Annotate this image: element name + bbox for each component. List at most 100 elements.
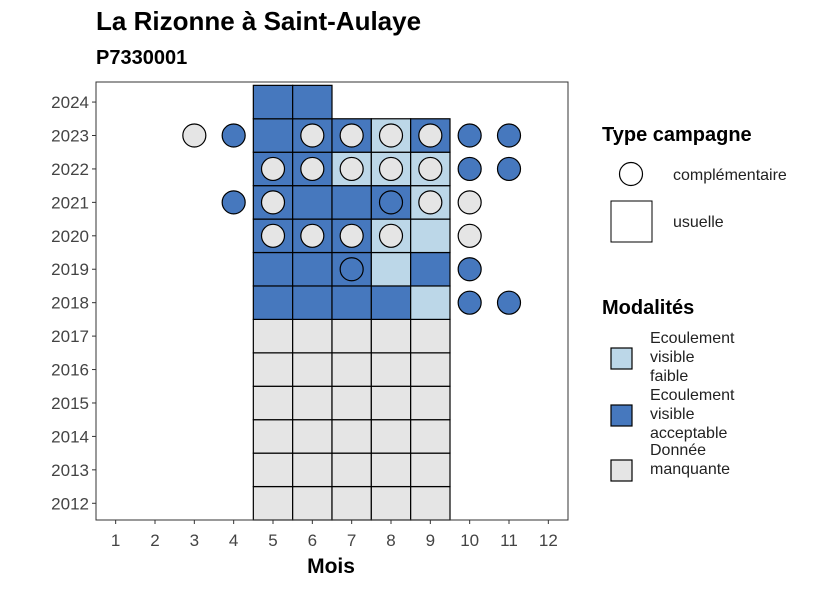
point-complementaire-2023-3 xyxy=(182,123,207,148)
point-complementaire-2023-7 xyxy=(339,123,364,148)
plot-tiles xyxy=(252,84,451,521)
legend-type-title: Type campagne xyxy=(602,124,752,146)
tile-usuelle-2017-8 xyxy=(370,318,412,354)
tile-usuelle-2016-9 xyxy=(410,352,451,387)
tile-usuelle-2017-7 xyxy=(331,318,372,354)
legend-modalites-title: Modalités xyxy=(602,297,694,319)
x-tick-label: 3 xyxy=(190,531,199,550)
point-complementaire-2018-10 xyxy=(457,290,482,315)
tile-usuelle-2015-5 xyxy=(252,385,294,421)
tile-usuelle-2024-5 xyxy=(252,84,294,120)
legend-type-usuelle: usuelle xyxy=(673,214,724,231)
tile-usuelle-2014-8 xyxy=(370,419,412,454)
tile-usuelle-2023-5 xyxy=(252,118,294,153)
point-complementaire-2020-5 xyxy=(260,223,286,248)
tile-usuelle-2016-7 xyxy=(331,352,372,387)
x-tick-label: 9 xyxy=(426,531,435,550)
point-complementaire-2021-5 xyxy=(260,190,286,215)
y-axis: 2012 2013 2014 2015 2016 2017 2018 2019 2020 2021… xyxy=(51,93,96,513)
point-complementaire-2018-11 xyxy=(496,290,522,315)
y-tick-label: 2016 xyxy=(51,361,89,380)
point-complementaire-2023-9 xyxy=(418,123,443,148)
point-complementaire-2019-10 xyxy=(457,257,482,282)
y-tick-label: 2018 xyxy=(51,294,89,313)
tile-usuelle-2018-7 xyxy=(331,285,372,320)
y-tick-label: 2023 xyxy=(51,126,89,145)
tile-usuelle-2019-8 xyxy=(370,251,412,287)
tile-usuelle-2016-6 xyxy=(292,352,333,387)
point-complementaire-2022-10 xyxy=(457,156,482,182)
x-tick-label: 1 xyxy=(111,531,120,550)
tile-usuelle-2018-8 xyxy=(370,285,412,320)
x-tick-label: 11 xyxy=(500,531,518,550)
tile-usuelle-2015-8 xyxy=(370,385,412,421)
x-tick-label: 8 xyxy=(386,531,395,550)
point-complementaire-2020-10 xyxy=(457,223,482,248)
tile-usuelle-2018-5 xyxy=(252,285,294,320)
point-complementaire-2022-7 xyxy=(339,156,364,182)
legend-type-complementaire: complémentaire xyxy=(673,167,787,184)
tile-usuelle-2012-6 xyxy=(292,485,333,521)
tile-usuelle-2016-5 xyxy=(252,352,294,387)
x-tick-label: 4 xyxy=(229,531,238,550)
point-complementaire-2022-6 xyxy=(300,156,325,182)
tile-usuelle-2024-6 xyxy=(292,84,333,120)
point-complementaire-2023-8 xyxy=(378,123,404,148)
x-tick-label: 10 xyxy=(460,531,479,550)
x-axis: 1 2 3 4 5 6 7 8 9 10 11 12 xyxy=(111,520,558,550)
tile-usuelle-2020-9 xyxy=(410,218,451,254)
y-tick-label: 2013 xyxy=(51,461,89,480)
tile-usuelle-2012-9 xyxy=(410,485,451,521)
y-tick-label: 2024 xyxy=(51,93,89,112)
y-tick-label: 2022 xyxy=(51,160,89,179)
tile-usuelle-2019-6 xyxy=(292,251,333,287)
x-tick-label: 5 xyxy=(268,531,277,550)
y-tick-label: 2012 xyxy=(51,494,89,513)
x-axis-title: Mois xyxy=(307,555,355,578)
tile-usuelle-2018-6 xyxy=(292,285,333,320)
x-tick-label: 7 xyxy=(347,531,356,550)
tile-usuelle-2013-7 xyxy=(331,452,372,488)
tile-usuelle-2012-7 xyxy=(331,485,372,521)
legend-manquante-key xyxy=(610,459,633,482)
tile-usuelle-2012-8 xyxy=(370,485,412,521)
x-tick-label: 2 xyxy=(150,531,159,550)
point-complementaire-2020-7 xyxy=(339,223,364,248)
point-complementaire-2022-5 xyxy=(260,156,286,182)
point-complementaire-2021-8 xyxy=(378,190,404,215)
chart-subtitle: P7330001 xyxy=(96,47,187,69)
plot-panel-border xyxy=(95,81,569,521)
y-tick-label: 2017 xyxy=(51,327,89,346)
legend-faible-key xyxy=(610,347,633,370)
y-tick-label: 2019 xyxy=(51,260,89,279)
tile-usuelle-2021-6 xyxy=(292,185,333,220)
chart-title: La Rizonne à Saint-Aulaye xyxy=(96,6,421,36)
plot-points xyxy=(182,123,522,315)
tile-usuelle-2013-9 xyxy=(410,452,451,488)
legend-faible-label: Ecoulement visible faible xyxy=(650,330,735,385)
tile-usuelle-2019-9 xyxy=(410,251,451,287)
tile-usuelle-2016-8 xyxy=(370,352,412,387)
legend-usuelle-key xyxy=(610,200,653,243)
point-complementaire-2020-6 xyxy=(300,223,325,248)
tile-usuelle-2014-7 xyxy=(331,419,372,454)
tile-usuelle-2017-6 xyxy=(292,318,333,354)
tile-usuelle-2018-9 xyxy=(410,285,451,320)
legend-acceptable-label: Ecoulement visible acceptable xyxy=(650,387,735,442)
tile-usuelle-2012-5 xyxy=(252,485,294,521)
y-tick-label: 2015 xyxy=(51,394,89,413)
point-complementaire-2023-11 xyxy=(496,123,522,148)
x-tick-label: 6 xyxy=(308,531,317,550)
tile-usuelle-2013-8 xyxy=(370,452,412,488)
point-complementaire-2023-4 xyxy=(221,123,246,148)
legend-acceptable-key xyxy=(610,404,633,427)
y-tick-label: 2020 xyxy=(51,227,89,246)
y-tick-label: 2021 xyxy=(51,193,89,212)
legend-manquante-label: Donnée manquante xyxy=(650,442,730,478)
tile-usuelle-2017-5 xyxy=(252,318,294,354)
tile-usuelle-2017-9 xyxy=(410,318,451,354)
point-complementaire-2021-9 xyxy=(418,190,443,215)
point-complementaire-2020-8 xyxy=(378,223,404,248)
